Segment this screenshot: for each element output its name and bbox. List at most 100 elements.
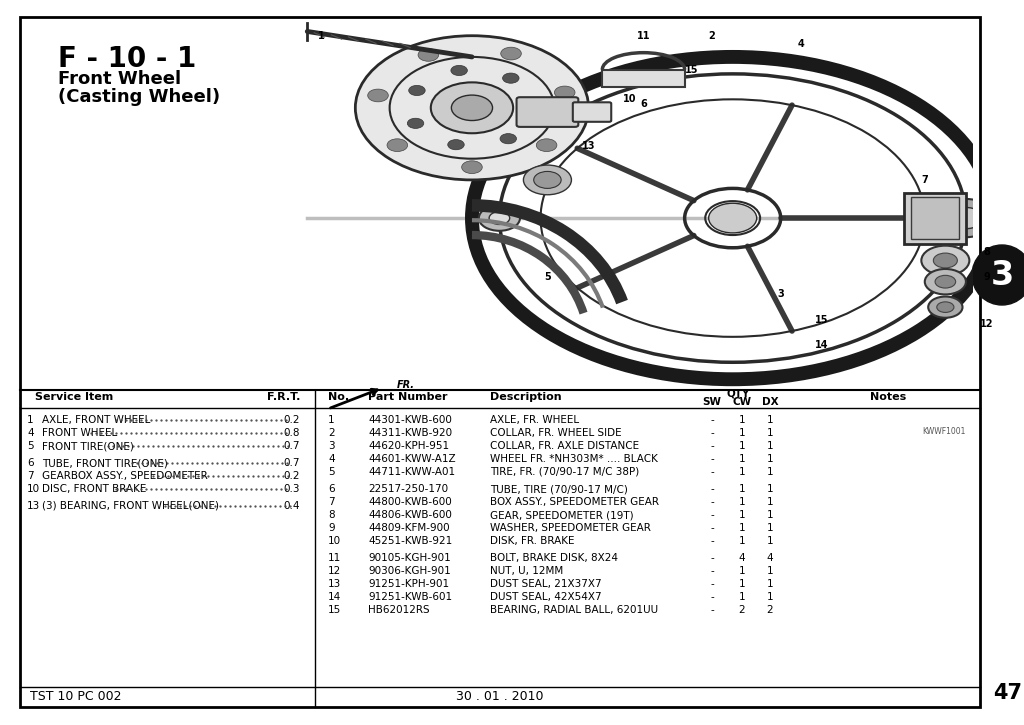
Text: 1: 1 [738, 497, 745, 507]
Text: 44806-KWB-600: 44806-KWB-600 [368, 510, 452, 520]
Text: 11: 11 [637, 30, 650, 41]
Circle shape [922, 246, 970, 276]
Circle shape [554, 86, 575, 99]
Text: 0.2: 0.2 [284, 415, 300, 425]
Text: 44800-KWB-600: 44800-KWB-600 [368, 497, 452, 507]
Text: 6: 6 [328, 484, 335, 494]
Text: SW: SW [702, 397, 722, 407]
Text: 1: 1 [738, 510, 745, 520]
Text: 91251-KPH-901: 91251-KPH-901 [368, 579, 450, 589]
Text: 1: 1 [767, 484, 773, 494]
Text: 13: 13 [27, 501, 40, 511]
Text: 1: 1 [767, 510, 773, 520]
Text: 1: 1 [767, 497, 773, 507]
Text: CW: CW [732, 397, 752, 407]
Text: Front Wheel: Front Wheel [58, 70, 181, 88]
Circle shape [949, 207, 983, 228]
Text: 1: 1 [767, 415, 773, 425]
Circle shape [537, 138, 557, 152]
Text: 1: 1 [767, 428, 773, 438]
Text: -: - [710, 579, 714, 589]
Text: 7: 7 [27, 471, 34, 481]
Text: 1: 1 [767, 454, 773, 464]
Circle shape [489, 212, 510, 225]
Text: 44301-KWB-600: 44301-KWB-600 [368, 415, 452, 425]
Text: WHEEL FR. *NH303M* .... BLACK: WHEEL FR. *NH303M* .... BLACK [490, 454, 657, 464]
Text: 44311-KWB-920: 44311-KWB-920 [368, 428, 453, 438]
Text: GEAR, SPEEDOMETER (19T): GEAR, SPEEDOMETER (19T) [490, 510, 634, 520]
Text: -: - [710, 454, 714, 464]
Text: 4: 4 [798, 39, 805, 49]
Text: (Casting Wheel): (Casting Wheel) [58, 88, 220, 106]
Text: 1: 1 [738, 592, 745, 602]
Text: 12: 12 [328, 566, 341, 576]
Text: COLLAR, FR. AXLE DISTANCE: COLLAR, FR. AXLE DISTANCE [490, 441, 639, 451]
Circle shape [534, 171, 561, 188]
Text: 7: 7 [922, 175, 928, 185]
Text: 30 . 01 . 2010: 30 . 01 . 2010 [457, 690, 544, 703]
Text: 1: 1 [738, 428, 745, 438]
Text: 2: 2 [767, 605, 773, 615]
Circle shape [431, 83, 513, 133]
Circle shape [503, 73, 519, 83]
Text: Part Number: Part Number [368, 392, 447, 402]
Circle shape [452, 95, 493, 120]
Circle shape [525, 103, 542, 113]
Text: QTY: QTY [726, 388, 750, 398]
Text: -: - [710, 467, 714, 477]
Text: 8: 8 [328, 510, 335, 520]
Text: 9: 9 [983, 273, 990, 283]
Text: 4: 4 [328, 454, 335, 464]
Text: 2: 2 [738, 605, 745, 615]
Circle shape [447, 140, 464, 150]
Text: 1: 1 [767, 592, 773, 602]
Text: 2: 2 [328, 428, 335, 438]
Text: TUBE, TIRE (70/90-17 M/C): TUBE, TIRE (70/90-17 M/C) [490, 484, 628, 494]
Text: F.R.T.: F.R.T. [266, 392, 300, 402]
Text: -: - [710, 592, 714, 602]
Text: 91251-KWB-601: 91251-KWB-601 [368, 592, 453, 602]
Text: 0.2: 0.2 [284, 471, 300, 481]
Text: (3) BEARING, FRONT WHEEL(ONE): (3) BEARING, FRONT WHEEL(ONE) [42, 501, 219, 511]
Text: 1: 1 [738, 523, 745, 533]
Text: 0.7: 0.7 [284, 441, 300, 451]
Text: -: - [710, 536, 714, 546]
Circle shape [925, 269, 966, 294]
Circle shape [972, 245, 1024, 305]
Text: COLLAR, FR. WHEEL SIDE: COLLAR, FR. WHEEL SIDE [490, 428, 622, 438]
Circle shape [479, 205, 520, 231]
Text: 14: 14 [328, 592, 341, 602]
Text: 10: 10 [623, 94, 637, 104]
Text: F - 10 - 1: F - 10 - 1 [58, 45, 197, 73]
Circle shape [418, 49, 438, 62]
Text: 1: 1 [738, 467, 745, 477]
Text: 45251-KWB-921: 45251-KWB-921 [368, 536, 453, 546]
Text: -: - [710, 497, 714, 507]
Text: 44711-KWW-A01: 44711-KWW-A01 [368, 467, 455, 477]
Text: -: - [710, 441, 714, 451]
Text: -: - [710, 566, 714, 576]
Text: 2: 2 [709, 30, 716, 41]
Text: 1: 1 [738, 441, 745, 451]
Text: 1: 1 [767, 579, 773, 589]
Circle shape [408, 118, 424, 128]
Text: 5: 5 [544, 273, 551, 283]
Text: 44601-KWW-A1Z: 44601-KWW-A1Z [368, 454, 456, 464]
Text: 1: 1 [738, 536, 745, 546]
Text: 11: 11 [328, 553, 341, 563]
Bar [602, 70, 685, 86]
Text: 90306-KGH-901: 90306-KGH-901 [368, 566, 451, 576]
Circle shape [462, 161, 482, 173]
Text: 13: 13 [328, 579, 341, 589]
Text: 10: 10 [328, 536, 341, 546]
Text: 1: 1 [767, 523, 773, 533]
Text: No.: No. [328, 392, 349, 402]
Text: AXLE, FRONT WHEEL: AXLE, FRONT WHEEL [42, 415, 151, 425]
Text: -: - [710, 415, 714, 425]
Text: 47: 47 [993, 683, 1023, 703]
Text: 6: 6 [640, 99, 647, 109]
Text: -: - [710, 428, 714, 438]
Text: 4: 4 [738, 553, 745, 563]
Circle shape [933, 253, 957, 268]
Text: 7: 7 [328, 497, 335, 507]
